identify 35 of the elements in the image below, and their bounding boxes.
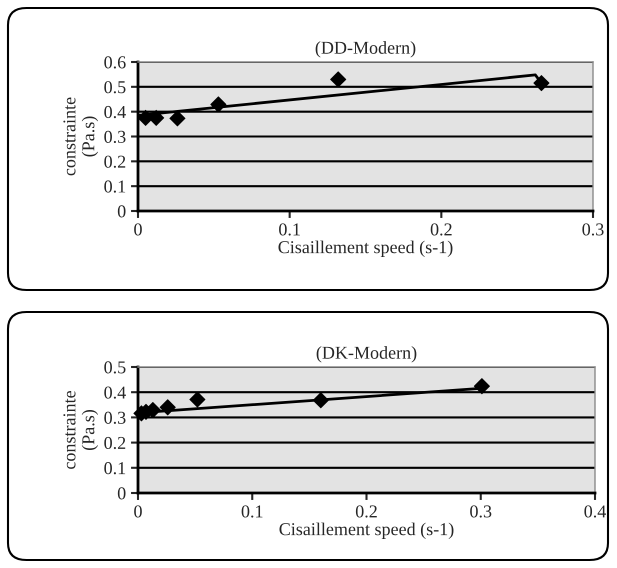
x-tick-label: 0.4 xyxy=(584,505,606,518)
point xyxy=(474,378,490,394)
x-tick-label: 0.1 xyxy=(242,505,262,518)
point xyxy=(312,392,329,408)
x-tick-label: 0.3 xyxy=(582,223,604,236)
x-axis-title: Cisaillement speed (s-1) xyxy=(279,522,454,539)
y-tick-label: 0.2 xyxy=(104,156,126,168)
x-tick-label: 0.1 xyxy=(279,223,300,236)
point xyxy=(210,96,226,112)
x-tick-label: 0.2 xyxy=(356,505,377,518)
y-axis-title: constrainte (Pa.s) xyxy=(63,391,98,469)
point xyxy=(330,71,346,88)
y-tick-label: 0.4 xyxy=(104,386,126,399)
y-tick-label: 0.6 xyxy=(104,56,126,69)
x-tick-label: 0 xyxy=(134,223,142,236)
y-tick-label: 0 xyxy=(118,205,126,218)
y-tick-label: 0.1 xyxy=(104,462,126,474)
y-tick-label: 0 xyxy=(118,487,126,500)
y-tick-label: 0.4 xyxy=(104,106,126,118)
y-axis-title: constrainte (Pa.s) xyxy=(63,98,98,176)
y-tick-label: 0.5 xyxy=(104,361,126,374)
y-tick-label: 0.2 xyxy=(104,436,126,450)
point xyxy=(189,391,206,408)
point xyxy=(160,399,176,416)
chart-title: (DK-Modern) xyxy=(316,346,416,363)
y-tick-label: 0.5 xyxy=(104,81,126,94)
y-tick-label: 0.1 xyxy=(104,180,126,193)
x-tick-label: 0 xyxy=(134,505,142,518)
y-tick-label: 0.3 xyxy=(104,412,126,424)
x-tick-label: 0.2 xyxy=(430,223,452,236)
y-tick-label: 0.3 xyxy=(104,130,126,144)
chart-title: (DD-Modern) xyxy=(316,41,416,58)
point xyxy=(533,75,550,92)
x-tick-label: 0.3 xyxy=(470,505,492,518)
x-axis-title: Cisaillement speed (s-1) xyxy=(278,240,452,257)
